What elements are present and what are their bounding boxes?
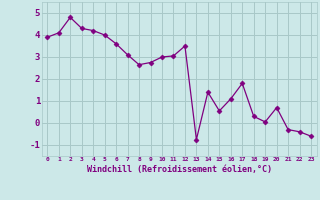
X-axis label: Windchill (Refroidissement éolien,°C): Windchill (Refroidissement éolien,°C)	[87, 165, 272, 174]
